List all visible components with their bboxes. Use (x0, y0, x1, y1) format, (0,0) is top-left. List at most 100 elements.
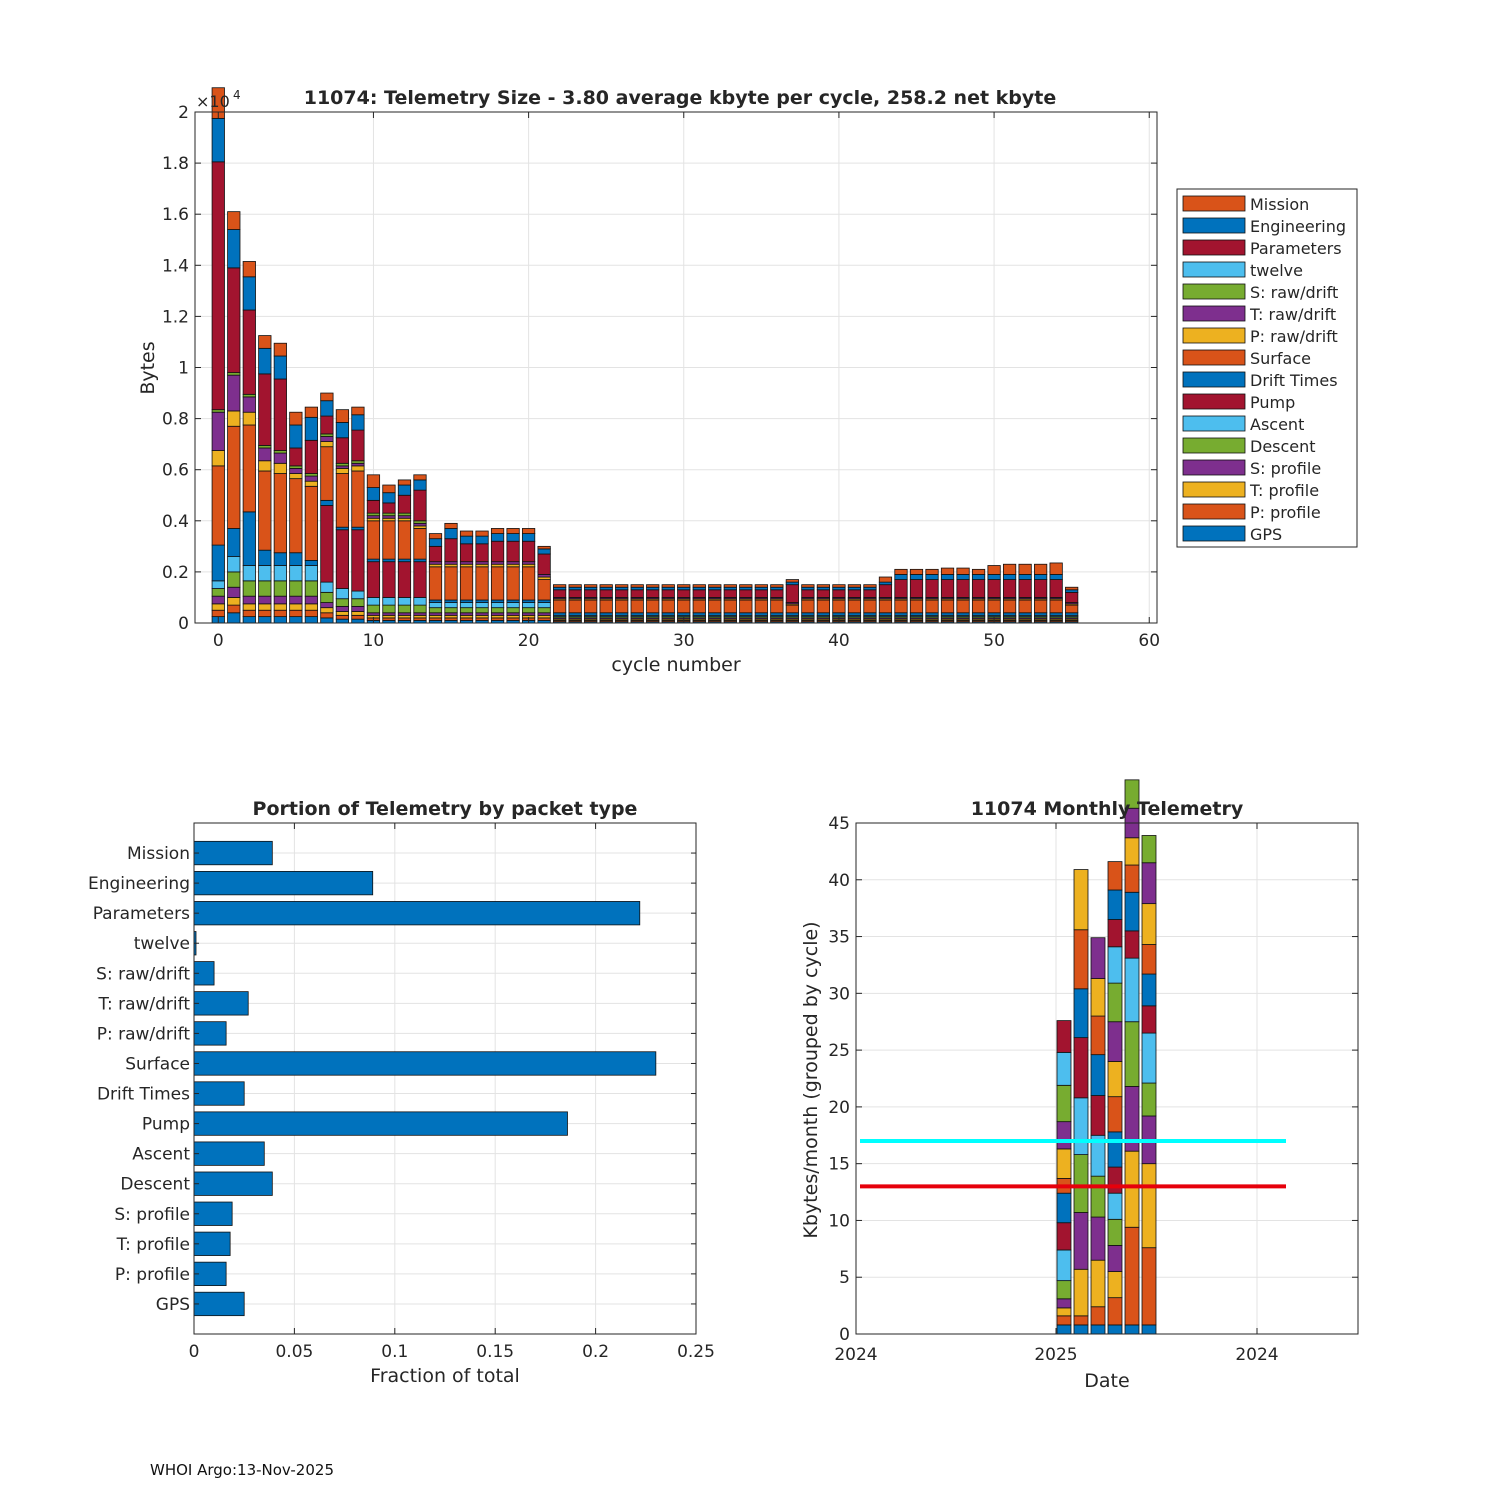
bar-segment (553, 584, 567, 588)
category-label: Engineering (88, 874, 190, 894)
bar-segment (335, 588, 350, 600)
bar-segment (909, 599, 924, 614)
bar-segment (428, 538, 443, 547)
hbar (193, 1201, 233, 1226)
month-segment (1073, 988, 1089, 1039)
bar-segment (444, 522, 458, 529)
month-segment (1073, 1315, 1089, 1326)
bar-segment (227, 604, 241, 614)
month-segment (1090, 1095, 1106, 1136)
bar-segment (289, 595, 303, 605)
bar-segment (459, 566, 474, 601)
bar-segment (242, 616, 256, 624)
bar-segment (1002, 574, 1017, 580)
bar-segment (894, 574, 908, 580)
bar-segment (242, 595, 256, 605)
x-tick-label: 30 (673, 631, 695, 651)
bar-segment (242, 396, 256, 413)
legend-swatch (1182, 459, 1246, 476)
bar-segment (366, 520, 381, 560)
bar-segment (863, 589, 877, 598)
bar-segment (397, 484, 412, 496)
bar-segment (459, 530, 474, 537)
month-segment (1141, 1082, 1157, 1117)
hbar (193, 901, 641, 926)
bar-segment (397, 604, 412, 614)
bar-segment (894, 579, 908, 598)
bar-segment (413, 474, 427, 481)
bar-segment (227, 229, 241, 269)
bar-segment (273, 609, 287, 618)
legend-swatch (1182, 305, 1246, 322)
bar-segment (506, 607, 520, 614)
bar-segment (320, 617, 334, 624)
hbar (193, 1081, 245, 1106)
bar-segment (242, 511, 256, 566)
bar-segment (553, 589, 567, 598)
bar-segment (1002, 563, 1017, 575)
x-tick-label: 0 (213, 631, 224, 651)
bar-segment (335, 422, 350, 439)
month-segment (1107, 1245, 1123, 1272)
month-segment (1090, 1306, 1106, 1326)
bar-segment (459, 607, 474, 614)
month-segment (1056, 1315, 1072, 1326)
month-segment (1056, 1307, 1072, 1317)
bar-segment (909, 579, 924, 598)
bar-segment (971, 568, 986, 575)
bar-segment (475, 602, 489, 609)
bar-segment (475, 530, 489, 537)
x-tick-label: 0.25 (677, 1342, 715, 1362)
bar-segment (413, 597, 427, 606)
legend-swatch (1182, 283, 1246, 300)
category-label: GPS (156, 1295, 190, 1315)
month-segment (1056, 1298, 1072, 1309)
month-segment (1124, 1150, 1140, 1228)
month-segment (1141, 973, 1157, 1007)
y-tick-label: 5 (839, 1268, 850, 1288)
bar-segment (444, 566, 458, 601)
bar-segment (940, 579, 955, 598)
month-segment (1107, 919, 1123, 948)
legend-label: P: profile (1250, 503, 1321, 522)
month-segment (1107, 982, 1123, 1023)
legend-label: Ascent (1250, 415, 1304, 434)
bar-segment (646, 584, 660, 588)
x-tick-label: 0.2 (582, 1342, 609, 1362)
bar-segment (289, 473, 303, 480)
y-exponent-power: 4 (233, 88, 241, 102)
bar-segment (677, 599, 691, 614)
category-label: Descent (120, 1175, 190, 1195)
bar-segment (444, 528, 458, 540)
bar-segment (785, 579, 799, 583)
y-tick-label: 2 (178, 103, 189, 123)
bar-segment (258, 347, 272, 375)
bar-segment (754, 589, 768, 598)
bar-segment (739, 589, 753, 598)
bar-segment (444, 538, 458, 563)
bar-segment (258, 609, 272, 618)
bar-segment (413, 604, 427, 614)
bar-segment (335, 598, 350, 607)
legend-label: Surface (1250, 349, 1311, 368)
bar-segment (816, 599, 831, 614)
month-segment (1107, 1166, 1123, 1194)
bar-segment (723, 599, 737, 614)
month-segment (1124, 837, 1140, 866)
month-segment (1107, 889, 1123, 920)
bar-segment (211, 465, 225, 546)
bar-segment (242, 580, 256, 597)
bar-segment (211, 588, 225, 597)
bar-segment (366, 487, 381, 501)
bar-segment (227, 597, 241, 606)
bar-segment (1034, 563, 1048, 575)
bar-segment (211, 603, 225, 611)
hbar (193, 840, 273, 866)
y-tick-label: 25 (828, 1041, 850, 1061)
bar-segment (289, 603, 303, 611)
legend-swatch (1182, 503, 1246, 520)
bar-segment (397, 561, 412, 598)
bar-segment (273, 378, 287, 451)
bar-segment (816, 589, 831, 598)
category-label: T: raw/drift (97, 994, 190, 1014)
